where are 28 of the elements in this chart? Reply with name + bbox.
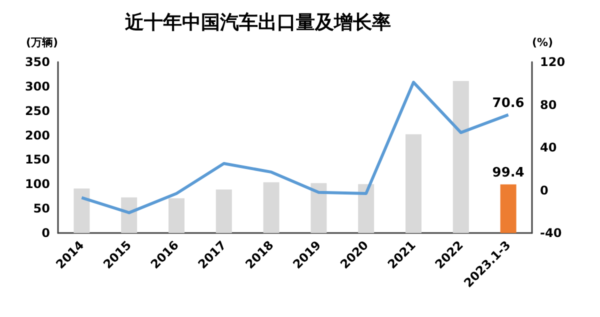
chart-title: 近十年中国汽车出口量及增长率: [124, 12, 391, 34]
y-tick-label: 100: [24, 177, 50, 192]
y-tick-label: 250: [24, 104, 50, 118]
y-tick-label: 50: [33, 202, 50, 216]
y2-tick-label: 80: [540, 98, 557, 112]
y-tick-label: 350: [24, 55, 50, 69]
bar: [74, 188, 90, 233]
bar: [452, 81, 469, 233]
y-tick-label: 0: [42, 226, 50, 240]
bar: [406, 134, 422, 233]
y2-tick-label: 0: [540, 183, 548, 198]
bar: [263, 182, 280, 233]
data-label: 99.4: [492, 165, 524, 180]
bar: [358, 184, 374, 233]
bar: [121, 197, 138, 233]
bar: [310, 183, 327, 233]
data-label: 70.6: [492, 96, 524, 111]
y2-axis-title: (%): [532, 36, 554, 49]
bar: [216, 190, 232, 233]
y2-tick-label: 120: [540, 55, 566, 69]
bar: [168, 198, 184, 233]
y-tick-label: 300: [24, 79, 50, 94]
y2-tick-label: -40: [540, 226, 562, 240]
y-tick-label: 200: [24, 128, 50, 142]
bar: [500, 184, 516, 233]
y2-tick-label: 40: [540, 140, 557, 154]
y-tick-label: 150: [24, 152, 50, 167]
y-axis-title: (万辆): [26, 36, 58, 49]
